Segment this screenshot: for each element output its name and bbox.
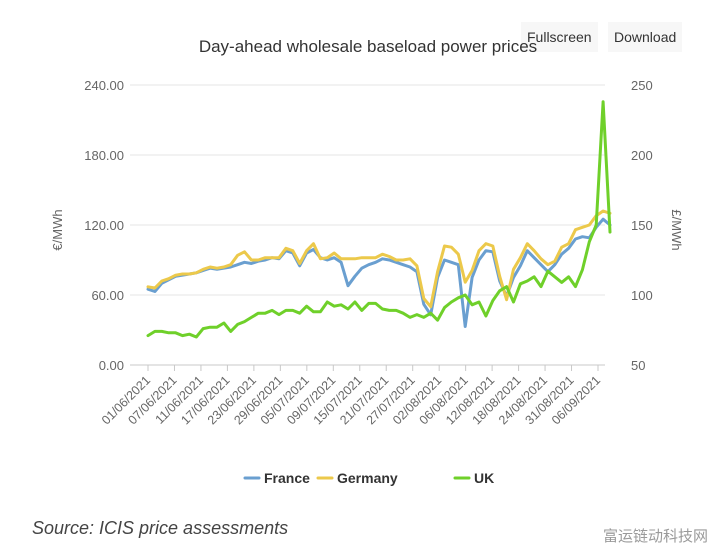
- legend-label: UK: [474, 470, 494, 486]
- y-right-tick-label: 150: [631, 218, 653, 233]
- legend-item-germany[interactable]: Germany: [316, 470, 398, 486]
- watermark-logo: 富运链动科技网: [602, 528, 708, 545]
- right-axis-ticks: 50 100 150 200 250: [631, 78, 653, 373]
- legend-label: France: [264, 470, 310, 486]
- y-left-tick-label: 240.00: [84, 78, 124, 93]
- chart-title: Day-ahead wholesale baseload power price…: [199, 37, 537, 56]
- y-left-tick-label: 180.00: [84, 148, 124, 163]
- series-lines: [146, 100, 612, 339]
- y-left-tick-label: 60.00: [91, 288, 124, 303]
- y-right-tick-label: 100: [631, 288, 653, 303]
- download-button[interactable]: Download: [608, 22, 683, 52]
- legend-item-uk[interactable]: UK: [453, 470, 494, 486]
- y-right-tick-label: 50: [631, 358, 645, 373]
- x-axis: 01/06/202107/06/202111/06/202117/06/2021…: [99, 365, 603, 427]
- left-axis-label: €/MWh: [50, 209, 65, 250]
- source-note: Source: ICIS price assessments: [32, 518, 289, 538]
- right-axis-label: £/MWh: [669, 209, 684, 250]
- y-left-tick-label: 120.00: [84, 218, 124, 233]
- y-right-tick-label: 200: [631, 148, 653, 163]
- legend-item-france[interactable]: France: [243, 470, 310, 486]
- y-left-tick-label: 0.00: [99, 358, 124, 373]
- fullscreen-button[interactable]: Fullscreen: [521, 22, 598, 52]
- series-line-germany: [146, 209, 612, 309]
- gridlines: [130, 84, 605, 366]
- series-line-uk: [146, 100, 612, 339]
- legend[interactable]: France Germany UK: [243, 470, 494, 486]
- left-axis-ticks: 0.00 60.00 120.00 180.00 240.00: [84, 78, 124, 373]
- y-right-tick-label: 250: [631, 78, 653, 93]
- legend-label: Germany: [337, 470, 398, 486]
- series-line-france: [146, 217, 612, 328]
